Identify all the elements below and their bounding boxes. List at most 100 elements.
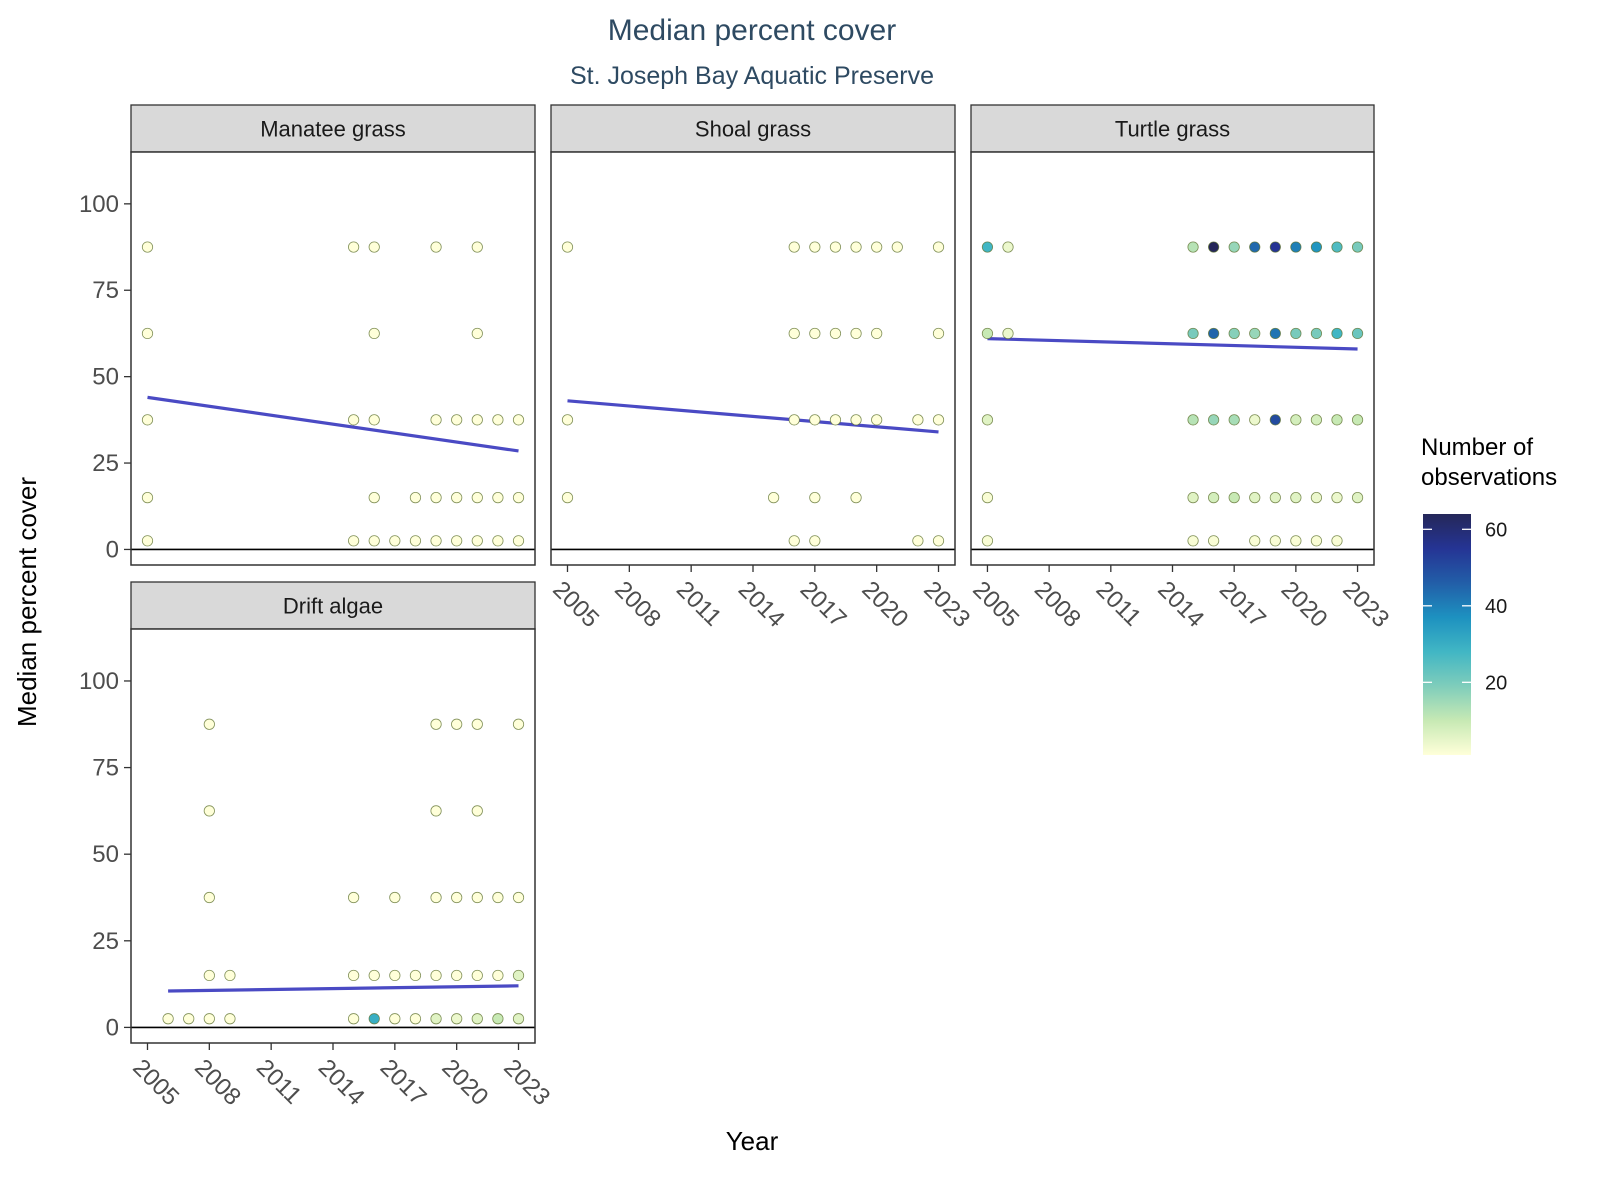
data-point	[471, 805, 483, 817]
data-point	[850, 492, 862, 504]
data-point	[1351, 241, 1364, 253]
data-point	[409, 492, 422, 504]
data-point	[912, 535, 924, 547]
x-tick-label: 2011	[1091, 576, 1147, 632]
trend-line	[567, 399, 939, 434]
data-point	[224, 969, 236, 982]
data-point	[471, 718, 483, 730]
data-point	[1331, 327, 1343, 340]
trend-line	[168, 984, 519, 993]
data-point	[451, 969, 463, 982]
y-tick-label: 25	[92, 450, 119, 477]
data-point	[1228, 241, 1240, 253]
x-tick-label: 2017	[375, 1054, 432, 1111]
data-point	[1269, 327, 1281, 340]
panel-background	[131, 629, 535, 1043]
data-point	[1310, 535, 1323, 547]
chart-subtitle: St. Joseph Bay Aquatic Preserve	[570, 62, 934, 90]
data-point	[1228, 327, 1240, 340]
legend-tick-label: 20	[1485, 672, 1507, 694]
data-point	[809, 492, 821, 504]
data-point	[430, 969, 442, 982]
data-point	[1331, 414, 1343, 426]
data-point	[389, 969, 401, 982]
data-point	[1351, 414, 1364, 426]
data-point	[1290, 492, 1302, 504]
data-point	[981, 327, 994, 340]
x-tick-label: 2023	[1337, 576, 1394, 633]
data-point	[348, 969, 360, 982]
panel-background	[551, 152, 955, 565]
y-axis-title: Median percent cover	[12, 477, 42, 727]
data-point	[430, 1013, 442, 1025]
legend-title-line: Number of	[1421, 434, 1533, 461]
data-point	[1228, 414, 1240, 426]
strip-label: Manatee grass	[260, 117, 406, 142]
data-point	[809, 327, 821, 340]
x-axis-title: Year	[726, 1126, 779, 1156]
data-point	[430, 492, 442, 504]
data-point	[1331, 535, 1343, 547]
x-tick-label: 2008	[189, 1054, 246, 1111]
legend-colorbar	[1423, 514, 1471, 755]
data-point	[561, 492, 574, 504]
data-point	[430, 241, 442, 253]
data-point	[1290, 327, 1302, 340]
data-point	[1269, 492, 1281, 504]
x-tick-label: 2005	[127, 1054, 184, 1111]
y-tick-label: 25	[92, 928, 119, 955]
data-point	[471, 535, 483, 547]
data-point	[932, 535, 945, 547]
data-point	[348, 535, 360, 547]
x-tick-label: 2014	[1152, 576, 1209, 633]
data-point	[1290, 414, 1302, 426]
data-point	[1351, 327, 1364, 340]
data-point	[1187, 535, 1199, 547]
data-point	[162, 1013, 174, 1025]
data-point	[368, 969, 380, 982]
x-tick-label: 2008	[609, 576, 666, 633]
data-point	[768, 492, 780, 504]
data-point	[492, 891, 504, 904]
data-point	[1187, 414, 1199, 426]
data-point	[368, 535, 380, 547]
data-point	[981, 414, 994, 426]
data-point	[141, 414, 154, 426]
data-point	[1310, 414, 1323, 426]
data-point	[871, 414, 883, 426]
data-point	[1310, 241, 1323, 253]
data-point	[981, 492, 994, 504]
data-point	[430, 718, 442, 730]
panel-border	[130, 151, 536, 566]
x-tick-label: 2020	[857, 576, 914, 633]
data-point	[348, 1013, 360, 1025]
data-point	[430, 891, 442, 904]
data-point	[368, 1013, 380, 1025]
data-point	[430, 535, 442, 547]
data-point	[492, 1013, 504, 1025]
data-point	[1208, 414, 1220, 426]
x-tick-label: 2005	[547, 576, 604, 633]
data-point	[471, 492, 483, 504]
data-point	[471, 969, 483, 982]
data-point	[492, 535, 504, 547]
data-point	[809, 535, 821, 547]
data-point	[348, 414, 360, 426]
data-point	[871, 327, 883, 340]
data-point	[1331, 241, 1343, 253]
data-point	[203, 891, 215, 904]
data-point	[981, 241, 994, 253]
x-tick-label: 2005	[967, 576, 1024, 633]
data-point	[1290, 535, 1302, 547]
data-point	[368, 241, 380, 253]
data-point	[829, 241, 842, 253]
data-point	[203, 718, 215, 730]
data-point	[368, 492, 380, 504]
color-legend: Number of observations 20 40 60	[1421, 434, 1557, 755]
data-point	[451, 891, 463, 904]
data-point	[850, 241, 862, 253]
data-point	[1249, 535, 1261, 547]
x-tick-label: 2011	[671, 576, 727, 632]
